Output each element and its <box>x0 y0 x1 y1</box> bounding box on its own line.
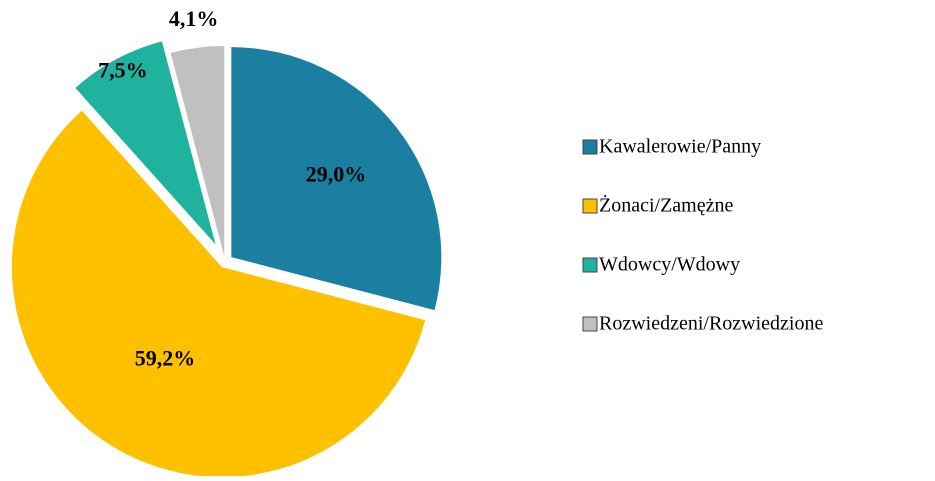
data-label: 4,1% <box>169 6 219 31</box>
legend-swatch <box>582 257 598 273</box>
data-label: 7,5% <box>98 58 148 83</box>
data-label: 59,2% <box>135 345 196 370</box>
pie-slice <box>170 46 225 257</box>
legend-swatch <box>582 198 598 214</box>
legend-label: Kawalerowie/Panny <box>599 136 761 158</box>
legend-label: Żonaci/Zamężne <box>599 194 733 217</box>
legend-swatch <box>582 316 598 332</box>
legend-label: Rozwiedzeni/Rozwiedzione <box>599 313 823 335</box>
pie-slice <box>231 47 442 311</box>
legend-label: Wdowcy/Wdowy <box>599 254 740 276</box>
pie-slice <box>11 110 426 478</box>
legend-swatch <box>582 139 598 155</box>
pie-slice <box>75 41 216 245</box>
data-label: 29,0% <box>306 161 367 186</box>
